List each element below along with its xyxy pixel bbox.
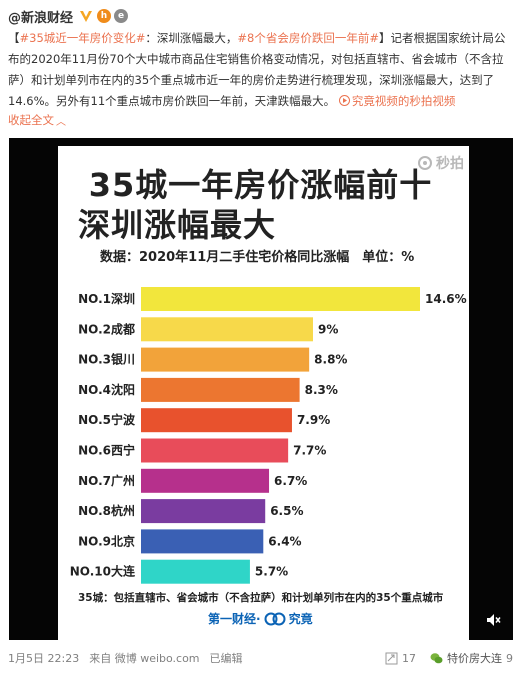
category-label: NO.3银川 (78, 352, 135, 367)
brand-logo: 第一财经· 究竟 (208, 610, 313, 627)
post-time[interactable]: 1月5日 22:23 (8, 652, 80, 665)
mute-icon[interactable] (485, 612, 501, 628)
category-label: NO.5宁波 (78, 412, 136, 427)
category-label: NO.10大连 (70, 564, 136, 579)
card-title-line1: 35城一年房价涨幅前十 (88, 166, 433, 204)
repost-count[interactable]: 17 (402, 651, 416, 665)
badge-e-icon: e (114, 9, 129, 23)
bracket-open: 【 (8, 31, 20, 45)
bar (141, 408, 292, 433)
category-label: NO.2成都 (78, 321, 135, 336)
like-count[interactable]: 9 (506, 651, 513, 665)
post-header: @新浪财经 h e (8, 6, 129, 26)
watermark-logo-icon (418, 156, 432, 170)
brand-ring-icon (264, 612, 286, 625)
verified-v-icon (78, 8, 94, 24)
bar (141, 559, 250, 584)
value-label: 14.6% (425, 292, 467, 306)
chevron-up-icon: ︿ (56, 116, 66, 128)
bar (141, 287, 420, 311)
post-text-2: 】记者根据国家统计局公布的2020年11月份70个大中城市商品住宅销售价格变动情… (8, 31, 506, 108)
repost-icon[interactable] (385, 652, 398, 665)
author-name[interactable]: @新浪财经 (8, 10, 74, 26)
bar (141, 377, 300, 402)
value-label: 6.7% (274, 474, 307, 488)
post-source[interactable]: 来自 微博 weibo.com (89, 652, 200, 665)
value-label: 9% (318, 322, 338, 336)
category-label: NO.6西宁 (78, 443, 135, 458)
post-text-1: ：深圳涨幅最大， (145, 31, 238, 45)
value-label: 6.5% (270, 504, 303, 518)
post-footer: 1月5日 22:23 来自 微博 weibo.com 已编辑 17 特价房大连 … (8, 648, 513, 668)
wechat-account-name: 特价房大连 (447, 652, 502, 665)
bar (141, 317, 313, 342)
bar (141, 438, 289, 463)
bar (141, 529, 264, 554)
bar (141, 499, 266, 524)
wechat-account: 特价房大连 (430, 650, 502, 666)
collapse-label: 收起全文 (8, 113, 54, 127)
value-label: 7.7% (293, 444, 326, 458)
edited-label[interactable]: 已编辑 (209, 652, 243, 665)
value-label: 5.7% (255, 565, 288, 579)
card-footnote: 35城：包括直辖市、省会城市（不含拉萨）和计划单列市在内的35个重点城市 (78, 592, 444, 604)
value-label: 8.3% (305, 383, 338, 397)
badge-h-icon: h (97, 9, 112, 23)
value-label: 7.9% (297, 413, 330, 427)
play-icon (338, 95, 350, 106)
video-watermark: 秒拍 (418, 153, 464, 173)
category-label: NO.1深圳 (78, 291, 135, 306)
wechat-icon (430, 652, 443, 663)
brand-left: 第一财经· (208, 612, 261, 626)
collapse-button[interactable]: 收起全文 ︿ (8, 112, 66, 128)
category-label: NO.7广州 (78, 473, 135, 488)
card-subtitle: 数据：2020年11月二手住宅价格同比涨幅 单位：% (100, 250, 415, 265)
bar (141, 468, 270, 493)
category-label: NO.4沈阳 (78, 382, 135, 397)
video-source-label: 究竟视频的秒拍视频 (351, 94, 456, 108)
value-label: 8.8% (314, 353, 347, 367)
value-label: 6.4% (268, 534, 301, 548)
bar (141, 347, 310, 372)
video-source-link[interactable]: 究竟视频的秒拍视频 (338, 94, 456, 108)
brand-right: 究竟 (288, 612, 313, 626)
post-body: 【#35城近一年房价变化#：深圳涨幅最大，#8个省会房价跌回一年前#】记者根据国… (8, 28, 513, 112)
category-label: NO.9北京 (78, 533, 135, 548)
watermark-text: 秒拍 (436, 156, 464, 172)
topic-link-1[interactable]: #35城近一年房价变化# (19, 31, 146, 45)
topic-link-2[interactable]: #8个省会房价跌回一年前# (237, 31, 379, 45)
category-label: NO.8杭州 (78, 503, 135, 518)
card-title-line2: 深圳涨幅最大 (78, 206, 277, 244)
